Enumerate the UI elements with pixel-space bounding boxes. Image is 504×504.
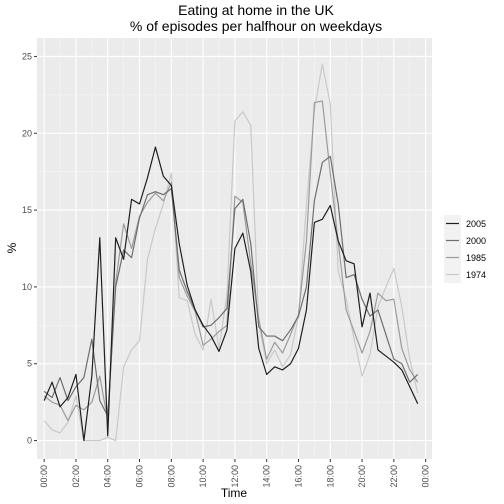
x-axis-title: Time	[221, 486, 248, 500]
x-tick-label: 00:00	[39, 465, 49, 488]
y-axis: 0 5 10 15 20 25	[22, 51, 37, 446]
legend-label-1974: 1974	[466, 270, 486, 280]
y-tick-label: 5	[27, 359, 32, 369]
legend-label-2005: 2005	[466, 219, 486, 229]
x-tick-label: 16:00	[293, 465, 303, 488]
x-tick-label: 18:00	[325, 465, 335, 488]
y-tick-label: 0	[27, 436, 32, 446]
y-tick-label: 15	[22, 205, 32, 215]
y-axis-title: %	[5, 242, 19, 253]
chart-title: Eating at home in the UK	[178, 2, 334, 18]
x-tick-label: 12:00	[230, 465, 240, 488]
x-tick-label: 04:00	[103, 465, 113, 488]
y-tick-label: 10	[22, 282, 32, 292]
x-tick-label: 20:00	[357, 465, 367, 488]
series-lines	[43, 63, 419, 442]
series-line-1974	[43, 63, 419, 442]
x-tick-label: 14:00	[262, 465, 272, 488]
x-tick-label: 08:00	[166, 465, 176, 488]
x-tick-label: 06:00	[135, 465, 145, 488]
series-line-2005	[43, 146, 419, 442]
x-axis: 00:00 02:00 04:00 06:00 08:00 10:00 12:00 14:00…	[39, 459, 431, 488]
legend: 2005 2000 1985 1974	[444, 215, 486, 283]
x-tick-label: 00:00	[421, 465, 431, 488]
legend-label-2000: 2000	[466, 236, 486, 246]
y-tick-label: 25	[22, 51, 32, 61]
y-tick-label: 20	[22, 128, 32, 138]
x-tick-label: 02:00	[71, 465, 81, 488]
x-tick-label: 10:00	[198, 465, 208, 488]
x-tick-label: 22:00	[389, 465, 399, 488]
major-gridlines	[37, 38, 432, 459]
legend-label-1985: 1985	[466, 253, 486, 263]
chart-subtitle: % of episodes per halfhour on weekdays	[130, 18, 382, 34]
